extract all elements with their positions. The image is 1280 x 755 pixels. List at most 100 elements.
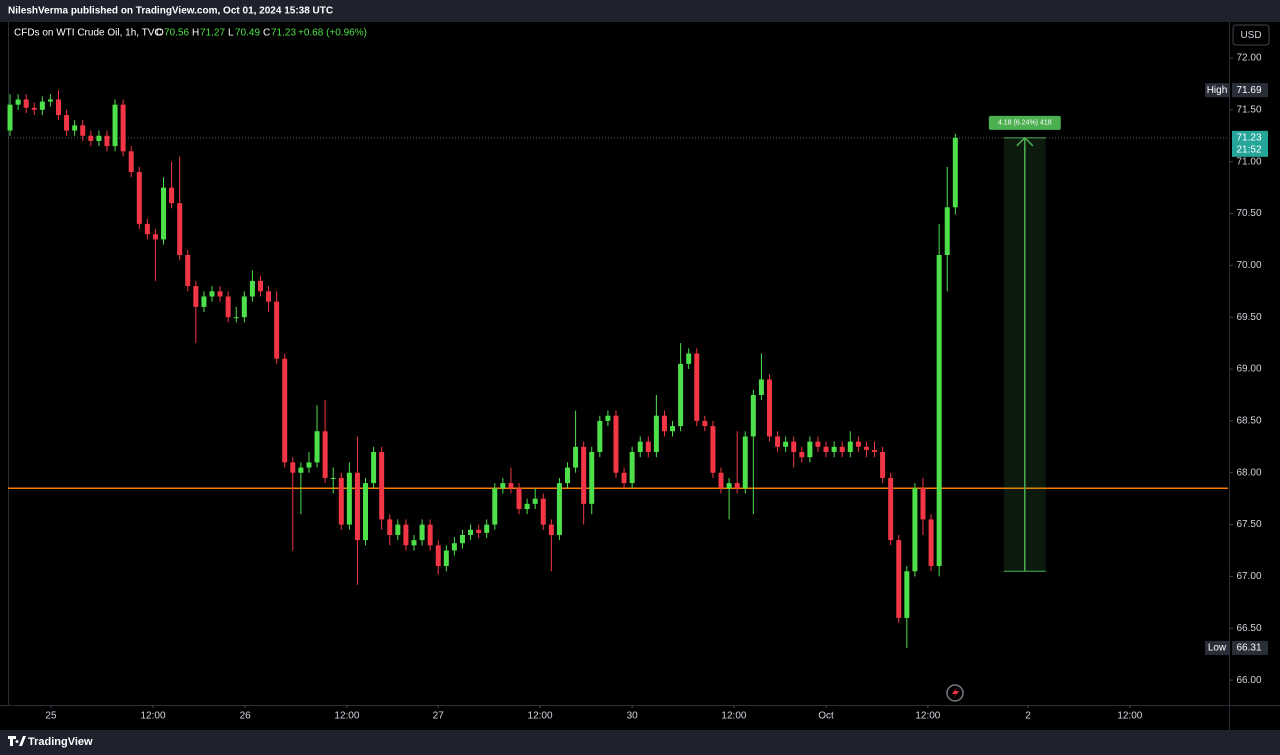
candle-body xyxy=(863,446,869,450)
candle-body xyxy=(282,358,288,463)
candle-body xyxy=(47,99,53,102)
candle xyxy=(55,90,61,121)
y-tick-label: 68.50 xyxy=(1236,416,1261,427)
candle xyxy=(354,436,360,585)
y-tick-label: 70.50 xyxy=(1236,208,1261,219)
candle-body xyxy=(532,498,538,504)
candle xyxy=(686,348,692,370)
candle-body xyxy=(314,431,320,463)
candle-body xyxy=(613,415,619,473)
candle-body xyxy=(338,477,344,525)
legend-value: 70.49 xyxy=(235,28,260,39)
candle xyxy=(621,467,627,489)
candle-body xyxy=(169,187,175,204)
candle-body xyxy=(354,472,360,541)
candle-body xyxy=(7,104,13,131)
candle-body xyxy=(306,462,312,468)
currency-label[interactable]: USD xyxy=(1240,30,1261,41)
candle-body xyxy=(161,187,167,240)
y-tick-label: 67.50 xyxy=(1236,519,1261,530)
candle xyxy=(217,286,223,302)
candle xyxy=(605,410,611,427)
candle xyxy=(581,441,587,525)
candle-body xyxy=(395,524,401,535)
candle-body xyxy=(266,291,272,302)
candle xyxy=(872,441,878,458)
candle-body xyxy=(55,99,61,116)
currency-button[interactable] xyxy=(1232,24,1270,46)
candle-body xyxy=(516,488,522,510)
candle-body xyxy=(120,104,126,152)
candle-body xyxy=(411,540,417,546)
candle-body xyxy=(880,452,886,478)
candle-body xyxy=(645,441,651,453)
candle-body xyxy=(39,101,45,110)
candle-body xyxy=(944,207,950,255)
candle-body xyxy=(508,483,514,489)
candle xyxy=(104,130,110,152)
x-tick-label: 25 xyxy=(45,711,57,722)
candle-body xyxy=(718,472,724,489)
logo-glyph xyxy=(8,736,26,746)
x-tick-label: 12:00 xyxy=(334,711,359,722)
candle-body xyxy=(799,452,805,458)
candle xyxy=(936,223,942,577)
candle xyxy=(540,493,546,530)
candle xyxy=(314,405,320,468)
y-tick-label: 71.00 xyxy=(1236,156,1261,167)
candle-body xyxy=(912,488,918,572)
candle-body xyxy=(104,135,110,147)
candle-body xyxy=(597,420,603,453)
candle-body xyxy=(831,446,837,453)
legend: CFDs on WTI Crude Oil, 1h, TVC O 70.56 H… xyxy=(14,28,367,39)
candle-body xyxy=(637,441,643,453)
candle-body xyxy=(209,291,215,297)
replay-icon[interactable] xyxy=(946,684,964,702)
x-tick-label: 27 xyxy=(433,711,445,722)
brand-logo xyxy=(8,736,26,746)
candle xyxy=(613,410,619,478)
candle xyxy=(419,519,425,546)
candle-body xyxy=(694,353,700,421)
x-tick-label: 12:00 xyxy=(721,711,746,722)
candle xyxy=(508,467,514,494)
candle xyxy=(670,420,676,437)
price-label-box xyxy=(1232,130,1268,157)
icon-bolt[interactable] xyxy=(952,687,959,699)
candle xyxy=(169,161,175,209)
candle xyxy=(516,483,522,515)
candle-body xyxy=(152,234,158,240)
candle-body xyxy=(64,115,70,131)
price-label: 71.23 xyxy=(1236,132,1261,143)
candle xyxy=(403,519,409,551)
candle xyxy=(468,524,474,541)
candle-body xyxy=(629,452,635,484)
candle-body xyxy=(855,441,861,447)
candle xyxy=(39,96,45,116)
candle xyxy=(799,446,805,463)
candle-body xyxy=(872,449,878,453)
y-tick-label: 67.00 xyxy=(1236,571,1261,582)
candle xyxy=(395,519,401,541)
candle xyxy=(734,431,740,494)
candle-body xyxy=(96,135,102,141)
measure-label-box xyxy=(988,115,1061,130)
candle-body xyxy=(225,296,231,318)
candle-body xyxy=(241,296,247,318)
candle-body xyxy=(492,488,498,525)
icon-ring[interactable] xyxy=(946,684,964,702)
x-tick-label: 26 xyxy=(240,711,252,722)
candle xyxy=(928,514,934,572)
candle-body xyxy=(346,472,352,525)
candle-body xyxy=(23,99,29,108)
candle xyxy=(152,229,158,281)
candle-body xyxy=(807,441,813,458)
marker-value-box xyxy=(1232,640,1268,655)
candle-body xyxy=(476,529,482,533)
candle-body xyxy=(387,519,393,535)
candle xyxy=(645,436,651,458)
candle xyxy=(274,291,280,364)
candle-body xyxy=(661,415,667,432)
candle xyxy=(193,280,199,344)
